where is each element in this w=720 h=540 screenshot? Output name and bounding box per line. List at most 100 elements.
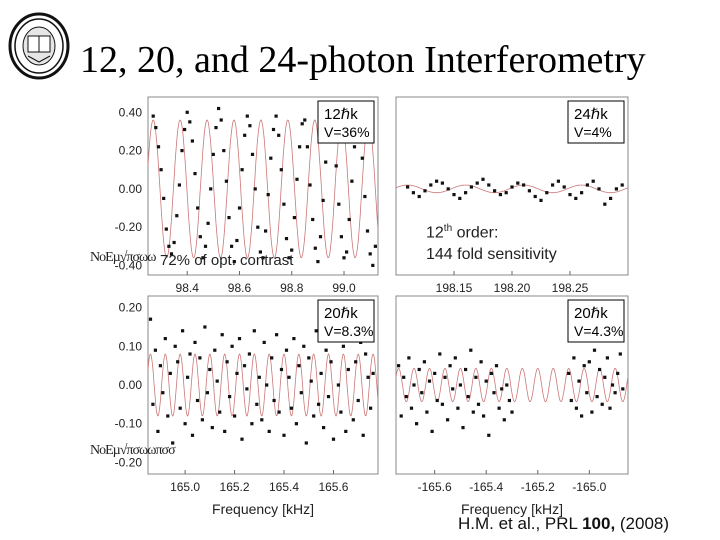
data-point-44 bbox=[266, 193, 270, 197]
data-point-49 bbox=[577, 379, 581, 383]
data-point-16 bbox=[498, 193, 502, 197]
data-point-19 bbox=[201, 256, 205, 260]
data-point-8 bbox=[168, 371, 172, 375]
data-point-7 bbox=[446, 187, 450, 191]
data-point-3 bbox=[159, 168, 163, 172]
data-point-40 bbox=[500, 387, 504, 391]
data-point-27 bbox=[215, 379, 219, 383]
data-point-37 bbox=[492, 391, 496, 395]
data-point-54 bbox=[282, 433, 286, 437]
data-point-30 bbox=[230, 244, 234, 248]
data-point-72 bbox=[339, 235, 343, 239]
citation-year: (2008) bbox=[615, 514, 670, 533]
data-point-28 bbox=[224, 179, 228, 183]
data-point-18 bbox=[443, 375, 447, 379]
data-point-82 bbox=[365, 229, 370, 233]
data-point-35 bbox=[243, 133, 247, 137]
data-point-3 bbox=[423, 189, 427, 193]
data-point-24 bbox=[545, 191, 549, 195]
data-point-3 bbox=[404, 395, 408, 399]
x-tick-label: 98.4 bbox=[176, 281, 200, 295]
data-point-56 bbox=[298, 145, 302, 149]
data-point-73 bbox=[329, 360, 333, 364]
data-point-34 bbox=[603, 202, 607, 206]
data-point-8 bbox=[172, 240, 176, 245]
data-point-51 bbox=[582, 364, 586, 368]
data-point-29 bbox=[227, 216, 231, 220]
data-point-50 bbox=[282, 202, 286, 206]
data-point-2 bbox=[417, 194, 421, 199]
data-point-26 bbox=[213, 348, 217, 352]
data-point-19 bbox=[516, 181, 520, 185]
data-point-29 bbox=[574, 196, 578, 200]
data-point-30 bbox=[223, 429, 227, 433]
data-point-16 bbox=[438, 352, 442, 356]
contrast-note: 72% of opt. contrast bbox=[160, 252, 294, 269]
data-point-75 bbox=[347, 217, 351, 222]
data-point-32 bbox=[591, 179, 595, 183]
data-point-52 bbox=[585, 391, 589, 395]
data-point-43 bbox=[255, 402, 259, 406]
data-point-0 bbox=[397, 364, 401, 368]
data-point-16 bbox=[193, 172, 197, 176]
data-point-21 bbox=[200, 418, 204, 422]
data-point-80 bbox=[360, 156, 364, 160]
data-point-28 bbox=[568, 193, 572, 197]
data-point-40 bbox=[247, 352, 251, 356]
data-point-86 bbox=[361, 433, 365, 437]
data-point-15 bbox=[493, 189, 497, 193]
data-point-74 bbox=[345, 250, 349, 254]
data-point-17 bbox=[190, 433, 195, 437]
y-tick-label: 0.00 bbox=[119, 182, 143, 196]
data-point-90 bbox=[371, 371, 375, 375]
data-point-59 bbox=[305, 145, 309, 149]
data-point-25 bbox=[210, 426, 214, 430]
data-point-51 bbox=[275, 333, 279, 337]
data-point-25 bbox=[551, 183, 555, 187]
data-point-21 bbox=[451, 387, 455, 391]
data-point-69 bbox=[319, 371, 323, 375]
data-point-65 bbox=[309, 379, 313, 383]
panel-bottom-right: -165.6 -165.4 -165.2 -165.0 Frequency [kHz] 2… bbox=[395, 295, 629, 517]
data-point-14 bbox=[487, 183, 491, 187]
data-point-70 bbox=[322, 426, 326, 430]
data-point-1 bbox=[154, 126, 158, 130]
data-point-48 bbox=[277, 133, 281, 137]
data-point-10 bbox=[464, 191, 468, 195]
data-point-54 bbox=[590, 410, 594, 414]
data-point-22 bbox=[203, 325, 207, 329]
data-point-38 bbox=[242, 364, 247, 368]
data-point-57 bbox=[289, 406, 293, 410]
data-point-37 bbox=[248, 124, 252, 128]
plot-frame bbox=[395, 295, 629, 475]
data-point-55 bbox=[295, 177, 299, 181]
data-point-30 bbox=[580, 191, 584, 195]
data-point-77 bbox=[339, 410, 343, 414]
legend-visibility: V=4.3% bbox=[574, 323, 623, 339]
data-point-74 bbox=[331, 437, 336, 441]
data-point-62 bbox=[610, 383, 615, 387]
data-point-33 bbox=[237, 206, 242, 210]
data-point-32 bbox=[235, 238, 239, 243]
data-point-89 bbox=[369, 406, 373, 410]
data-point-8 bbox=[452, 193, 456, 197]
legend-box bbox=[567, 299, 625, 343]
data-point-4 bbox=[158, 364, 162, 368]
data-point-81 bbox=[363, 194, 367, 199]
data-point-36 bbox=[489, 371, 493, 375]
data-point-6 bbox=[440, 181, 444, 185]
note-order-suffix: th bbox=[443, 223, 453, 234]
data-point-37 bbox=[620, 183, 624, 187]
data-point-23 bbox=[539, 198, 543, 202]
data-point-39 bbox=[245, 387, 249, 391]
data-point-58 bbox=[600, 402, 604, 406]
data-point-2 bbox=[402, 375, 406, 379]
x-tick-label: -165.4 bbox=[469, 480, 503, 494]
data-point-17 bbox=[504, 191, 508, 195]
data-point-88 bbox=[366, 375, 370, 379]
note-order-label: order: bbox=[452, 224, 499, 242]
data-point-55 bbox=[284, 348, 289, 352]
data-point-4 bbox=[407, 356, 411, 360]
x-tick-label: 99.0 bbox=[332, 281, 356, 295]
data-point-11 bbox=[469, 185, 473, 189]
